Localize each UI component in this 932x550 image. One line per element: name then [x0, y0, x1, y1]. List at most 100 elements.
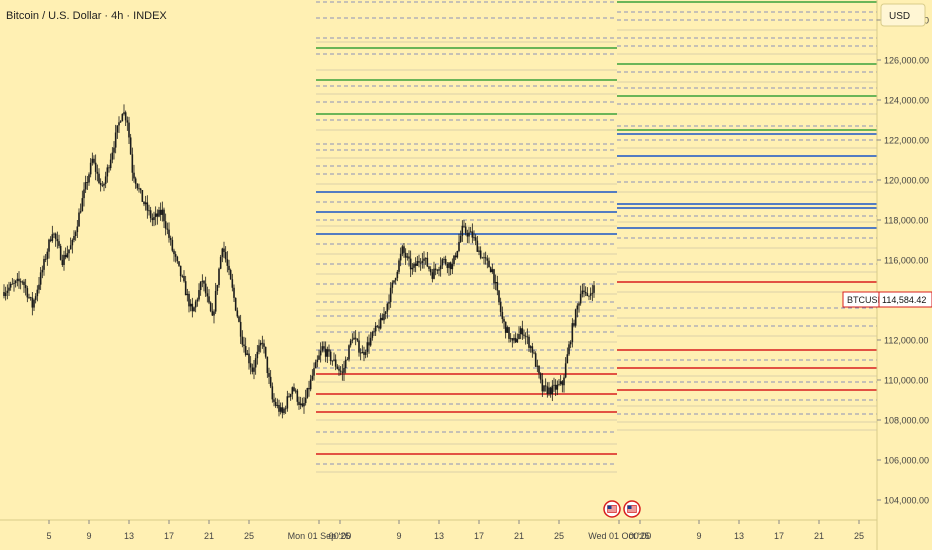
- candle-body: [113, 147, 115, 153]
- candle-body: [58, 241, 60, 246]
- candle-body: [448, 262, 450, 268]
- us-flag-event-icon[interactable]: [603, 500, 621, 518]
- candle-body: [236, 310, 239, 317]
- price-tick-label: 106,000.00: [884, 456, 929, 466]
- time-tick-label: Wed 01 Oct '25: [588, 531, 650, 541]
- candle-body: [559, 381, 562, 384]
- candle-body: [143, 201, 145, 205]
- candle-body: [151, 218, 154, 221]
- candle-body: [349, 340, 352, 346]
- candle-body: [39, 272, 42, 285]
- candle-body: [69, 245, 72, 250]
- candle-body: [481, 257, 484, 259]
- candle-body: [506, 327, 509, 333]
- candle-body: [14, 280, 17, 284]
- candle-body: [166, 228, 169, 230]
- candle-body: [4, 292, 7, 296]
- candle-body: [33, 299, 35, 308]
- candle-body: [276, 404, 279, 406]
- candle-body: [499, 302, 502, 312]
- candle-body: [198, 290, 200, 300]
- candle-body: [246, 353, 249, 355]
- time-tick-label: 21: [204, 531, 214, 541]
- candle-body: [44, 258, 47, 260]
- candle-body: [43, 258, 45, 270]
- candle-body: [346, 359, 349, 361]
- candle-body: [533, 352, 535, 354]
- candle-body: [141, 190, 144, 202]
- candle-body: [51, 234, 54, 241]
- candle-body: [189, 303, 192, 307]
- candle-body: [398, 260, 400, 272]
- candle-body: [293, 387, 295, 391]
- candle-body: [586, 293, 589, 297]
- candle-body: [468, 232, 470, 237]
- candle-body: [303, 403, 305, 407]
- candle-body: [504, 321, 507, 333]
- candle-body: [549, 387, 552, 395]
- price-tick-label: 116,000.00: [884, 256, 928, 266]
- candle-body: [464, 226, 467, 234]
- candle-body: [428, 266, 430, 269]
- candle-body: [536, 365, 539, 367]
- candle-body: [453, 255, 455, 265]
- candle-body: [109, 159, 112, 169]
- overlay-levels: [316, 1, 877, 473]
- candle-body: [501, 311, 504, 320]
- candle-body: [64, 254, 67, 258]
- price-tick-label: 104,000.00: [884, 496, 929, 506]
- candle-body: [226, 259, 229, 266]
- symbol-title[interactable]: Bitcoin / U.S. Dollar · 4h · INDEX: [6, 10, 167, 22]
- candle-body: [98, 173, 100, 184]
- us-flag-event-icon[interactable]: [623, 500, 641, 518]
- candle-body: [199, 281, 202, 291]
- candle-body: [369, 337, 372, 346]
- candle-body: [131, 154, 134, 173]
- candle-body: [31, 297, 34, 308]
- candle-body: [521, 328, 524, 335]
- candle-body: [93, 158, 95, 163]
- candle-body: [378, 326, 380, 329]
- candle-body: [568, 344, 570, 355]
- candle-body: [123, 112, 125, 114]
- candle-body: [114, 132, 117, 148]
- candle-body: [456, 250, 459, 258]
- candle-body: [264, 346, 267, 357]
- time-tick-label: 17: [164, 531, 174, 541]
- candle-body: [203, 280, 205, 284]
- candle-body: [454, 255, 457, 258]
- candle-body: [111, 152, 114, 160]
- candle-body: [426, 257, 429, 267]
- candle-body: [376, 325, 379, 327]
- candle-body: [134, 178, 137, 184]
- candle-body: [389, 287, 392, 303]
- candle-body: [96, 171, 99, 174]
- candle-body: [314, 362, 317, 369]
- time-tick-label: Mon 01 Sep '25: [288, 531, 351, 541]
- candle-body: [548, 387, 550, 394]
- event-markers: [603, 500, 641, 518]
- time-tick-label: 5: [46, 531, 51, 541]
- candle-body: [89, 162, 92, 175]
- symbol-tag: BTCUSD: [847, 295, 885, 305]
- candle-body: [474, 237, 477, 241]
- candle-body: [418, 261, 420, 263]
- candle-body: [434, 268, 437, 270]
- candle-body: [108, 167, 110, 169]
- currency-button[interactable]: USD: [880, 3, 926, 27]
- candle-body: [509, 338, 512, 340]
- candle-body: [494, 281, 497, 284]
- candle-body: [381, 317, 384, 321]
- candle-body: [384, 311, 387, 314]
- candle-body: [74, 232, 77, 237]
- candle-body: [133, 172, 135, 179]
- candle-body: [414, 263, 417, 266]
- candle-body: [323, 346, 325, 349]
- candle-body: [176, 256, 179, 262]
- candle-body: [543, 385, 545, 392]
- candle-body: [388, 302, 390, 304]
- candle-body: [429, 268, 432, 273]
- candle-body: [401, 246, 404, 254]
